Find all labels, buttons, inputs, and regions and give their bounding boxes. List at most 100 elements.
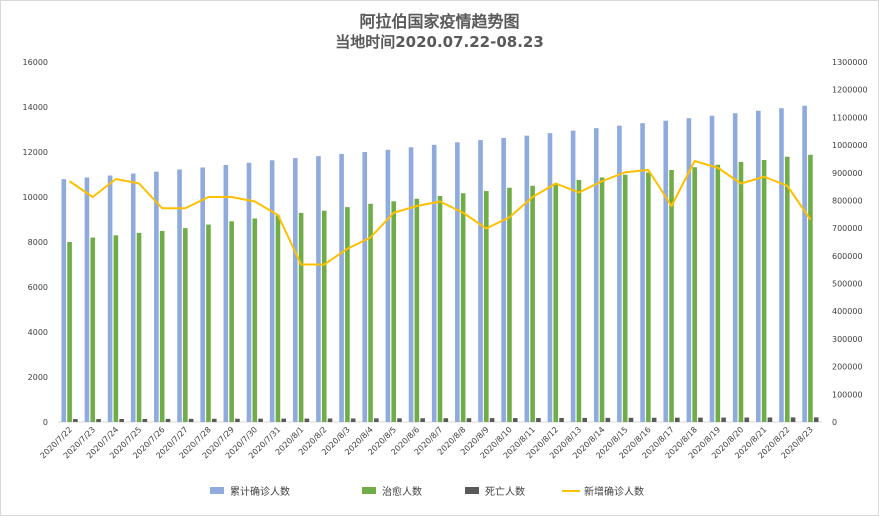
bar-3-21 xyxy=(536,418,541,422)
left-tick-label: 10000 xyxy=(23,193,48,202)
bar-3-24 xyxy=(605,417,611,422)
bar-1-29 xyxy=(709,115,715,422)
bar-3-5 xyxy=(165,418,171,422)
bar-3-10 xyxy=(281,418,287,422)
bar-2-21 xyxy=(530,185,535,422)
right-axis: 0 100000 200000 300000 400000 500000 600000 700… xyxy=(832,58,868,427)
bar-2-14 xyxy=(368,203,373,422)
bar-1-22 xyxy=(547,133,553,423)
x-axis: 2020/7/222020/7/232020/7/242020/7/252020… xyxy=(39,425,815,460)
bar-2-11 xyxy=(298,212,304,422)
bar-2-30 xyxy=(738,161,744,422)
bar-2-16 xyxy=(414,198,420,422)
bar-1-9 xyxy=(246,162,252,423)
bar-1-17 xyxy=(431,144,437,423)
bar-3-11 xyxy=(304,418,310,422)
bar-2-3 xyxy=(113,235,119,422)
bar-1-14 xyxy=(362,152,368,422)
left-tick-label: 4000 xyxy=(28,328,48,337)
bar-2-19 xyxy=(484,191,489,422)
bar-1-28 xyxy=(686,118,692,422)
legend: 累计确诊人数 治愈人数 死亡人数 新增确诊人数 xyxy=(210,485,644,498)
bar-1-8 xyxy=(223,165,229,422)
bar-3-22 xyxy=(559,417,564,422)
bar-2-4 xyxy=(136,232,142,422)
bar-2-25 xyxy=(622,174,628,422)
left-tick-label: 2000 xyxy=(28,373,48,382)
bar-2-7 xyxy=(206,224,211,422)
bar-1-12 xyxy=(316,156,321,422)
bar-1-21 xyxy=(524,135,530,422)
bar-1-1 xyxy=(61,179,67,422)
left-tick-label: 16000 xyxy=(23,58,48,67)
bar-2-32 xyxy=(784,156,790,422)
bar-1-18 xyxy=(455,142,460,422)
right-tick-label: 800000 xyxy=(832,196,863,205)
bar-2-23 xyxy=(576,179,582,422)
bar-2-18 xyxy=(460,193,466,422)
bar-3-29 xyxy=(721,417,726,422)
bar-3-7 xyxy=(211,418,217,422)
bar-2-1 xyxy=(67,242,72,422)
right-tick-label: 600000 xyxy=(832,252,863,261)
bar-3-9 xyxy=(258,418,263,422)
bar-1-30 xyxy=(732,113,738,422)
bar-3-19 xyxy=(489,418,495,422)
bar-2-17 xyxy=(437,196,443,422)
bar-3-3 xyxy=(119,419,124,422)
legend-label: 新增确诊人数 xyxy=(584,485,644,498)
bar-3-13 xyxy=(350,418,356,422)
bar-3-27 xyxy=(675,417,680,422)
bar-3-15 xyxy=(397,418,402,422)
bar-1-15 xyxy=(385,149,391,422)
bar-2-9 xyxy=(252,218,258,422)
bar-1-2 xyxy=(84,177,90,422)
bar-1-13 xyxy=(339,153,344,422)
legend-label: 死亡人数 xyxy=(485,485,525,498)
bar-2-22 xyxy=(553,183,559,422)
bar-2-20 xyxy=(507,187,512,422)
bar-3-14 xyxy=(374,418,379,422)
bar-3-32 xyxy=(790,417,796,422)
bar-3-26 xyxy=(651,417,657,422)
bar-3-12 xyxy=(327,418,333,422)
bar-2-28 xyxy=(692,167,697,422)
legend-marker xyxy=(465,487,479,494)
bar-2-27 xyxy=(669,170,674,422)
bar-3-18 xyxy=(466,418,472,422)
bar-1-7 xyxy=(200,167,205,422)
bar-3-30 xyxy=(744,417,750,422)
bar-2-13 xyxy=(345,207,350,422)
bar-2-24 xyxy=(599,177,605,422)
legend-label: 累计确诊人数 xyxy=(230,485,290,498)
right-tick-label: 1000000 xyxy=(832,141,868,150)
left-tick-label: 6000 xyxy=(28,283,48,292)
bar-3-31 xyxy=(767,417,773,422)
bar-3-8 xyxy=(235,418,240,422)
bar-1-33 xyxy=(802,105,807,422)
bar-1-5 xyxy=(154,171,159,422)
right-tick-label: 900000 xyxy=(832,169,863,178)
bar-1-10 xyxy=(269,160,275,422)
bar-3-16 xyxy=(420,418,425,422)
bar-2-15 xyxy=(391,201,396,422)
right-tick-label: 0 xyxy=(832,418,837,427)
bar-1-24 xyxy=(593,128,599,422)
right-tick-label: 400000 xyxy=(832,307,863,316)
bar-2-8 xyxy=(229,221,234,422)
right-tick-label: 100000 xyxy=(832,390,863,399)
bar-1-26 xyxy=(640,123,645,422)
bar-1-20 xyxy=(501,137,506,422)
bar-3-25 xyxy=(628,417,634,422)
bar-1-25 xyxy=(617,125,622,422)
bar-3-20 xyxy=(512,418,518,422)
plot-area xyxy=(58,105,822,423)
bar-2-6 xyxy=(183,228,188,422)
right-tick-label: 200000 xyxy=(832,363,863,372)
bar-2-31 xyxy=(761,160,767,422)
bar-1-4 xyxy=(130,173,136,422)
legend-marker xyxy=(210,487,224,494)
bar-2-10 xyxy=(275,215,281,422)
right-tick-label: 300000 xyxy=(832,335,863,344)
